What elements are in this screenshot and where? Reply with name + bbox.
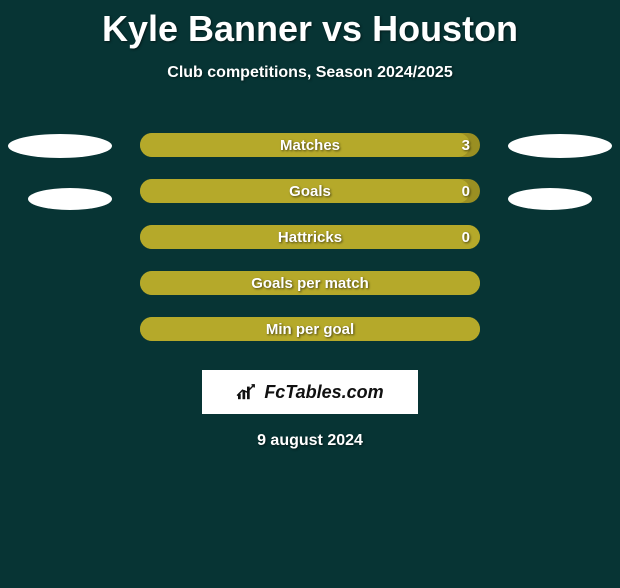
page-subtitle: Club competitions, Season 2024/2025 [0,64,620,82]
stat-row: Min per goal [0,306,620,352]
stat-row: Matches 3 [0,122,620,168]
stat-bar: Matches 3 [140,133,480,157]
stat-bar: Min per goal [140,317,480,341]
logo-box[interactable]: FcTables.com [202,370,418,414]
stat-row: Goals 0 [0,168,620,214]
bar-chart-icon [236,383,258,401]
stat-bar: Goals 0 [140,179,480,203]
page-title: Kyle Banner vs Houston [0,8,620,50]
stat-bar: Hattricks 0 [140,225,480,249]
stats-rows: Matches 3 Goals 0 Hattricks 0 Goals per … [0,122,620,352]
logo-text: FcTables.com [264,382,383,403]
date-text: 9 august 2024 [0,432,620,450]
stat-label: Matches [140,133,480,157]
stat-row: Goals per match [0,260,620,306]
stat-value: 0 [462,179,470,203]
stat-label: Goals [140,179,480,203]
stat-bar: Goals per match [140,271,480,295]
stat-value: 3 [462,133,470,157]
stat-row: Hattricks 0 [0,214,620,260]
stat-label: Min per goal [140,317,480,341]
stat-label: Hattricks [140,225,480,249]
stat-value: 0 [462,225,470,249]
stat-label: Goals per match [140,271,480,295]
